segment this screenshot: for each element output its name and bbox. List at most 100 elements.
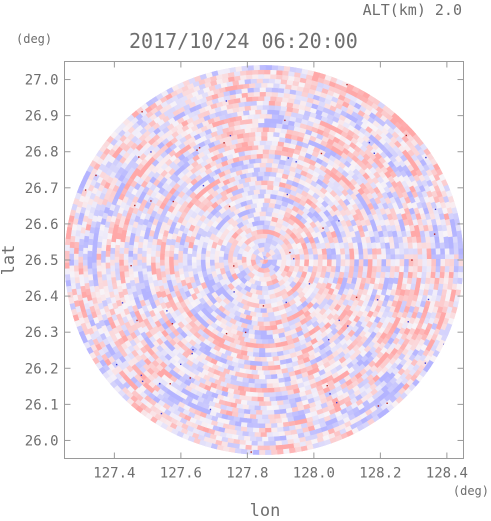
radar-cell bbox=[261, 100, 269, 106]
radar-cell bbox=[380, 265, 387, 273]
radar-speckle bbox=[434, 208, 437, 211]
radar-cell bbox=[254, 383, 262, 389]
radar-cell bbox=[363, 259, 369, 267]
radar-cell bbox=[266, 157, 274, 164]
radar-speckle bbox=[368, 141, 371, 144]
radar-cell bbox=[326, 259, 333, 267]
radar-speckle bbox=[179, 363, 182, 366]
radar-cell bbox=[109, 253, 115, 261]
y-tick-label: 26.2 bbox=[25, 361, 59, 377]
radar-cell bbox=[260, 131, 268, 137]
radar-cell bbox=[136, 247, 143, 256]
radar-cell bbox=[218, 256, 224, 264]
y-tick-label: 26.6 bbox=[25, 217, 59, 233]
radar-cell bbox=[413, 259, 419, 267]
radar-cell bbox=[260, 157, 268, 163]
radar-cell bbox=[358, 259, 365, 267]
radar-cell bbox=[294, 259, 301, 267]
radar-cell bbox=[257, 419, 265, 425]
radar-speckle bbox=[407, 321, 409, 323]
radar-cell bbox=[257, 294, 265, 301]
radar-cell bbox=[182, 259, 188, 267]
radar-cell bbox=[381, 253, 387, 261]
radar-cell bbox=[256, 387, 264, 394]
radar-cell bbox=[260, 184, 268, 190]
radar-cell bbox=[322, 259, 328, 267]
radar-cell bbox=[141, 256, 147, 264]
radar-cell bbox=[426, 259, 433, 267]
radar-cell bbox=[177, 250, 184, 258]
radar-cell bbox=[390, 259, 396, 267]
radar-cell bbox=[258, 303, 267, 309]
y-tick-label: 26.0 bbox=[25, 433, 59, 449]
radar-speckle bbox=[198, 147, 201, 149]
radar-cell bbox=[263, 144, 271, 150]
radar-speckle bbox=[373, 152, 375, 154]
radar-cell bbox=[262, 388, 270, 394]
radar-cell bbox=[186, 259, 193, 267]
radar-cell bbox=[372, 253, 378, 261]
radar-speckle bbox=[386, 402, 388, 404]
radar-cell bbox=[264, 86, 272, 93]
radar-cell bbox=[261, 228, 270, 235]
radar-speckle bbox=[189, 377, 191, 379]
radar-cell bbox=[264, 91, 272, 97]
radar-cell bbox=[349, 253, 355, 261]
radar-cell bbox=[114, 256, 120, 264]
radar-cell bbox=[331, 253, 337, 261]
radar-speckle bbox=[115, 363, 118, 366]
radar-cell bbox=[349, 259, 355, 267]
radar-speckle bbox=[141, 111, 143, 113]
radar-cell bbox=[263, 343, 271, 349]
radar-speckle bbox=[284, 119, 286, 122]
radar-cell bbox=[385, 264, 392, 273]
radar-cell bbox=[376, 265, 383, 273]
y-tick-label: 26.3 bbox=[25, 325, 59, 341]
radar-cell bbox=[264, 140, 273, 146]
radar-cell bbox=[150, 256, 156, 264]
radar-cell bbox=[261, 224, 270, 230]
radar-cell bbox=[232, 256, 238, 264]
radar-cell bbox=[261, 153, 269, 159]
radar-cell bbox=[154, 250, 161, 258]
radar-cell bbox=[259, 352, 267, 358]
radar-cell bbox=[204, 256, 210, 264]
radar-cell bbox=[154, 256, 161, 264]
radar-cell bbox=[331, 259, 337, 267]
radar-cell bbox=[340, 259, 346, 267]
radar-cell bbox=[265, 352, 273, 358]
radar-cell bbox=[313, 253, 319, 261]
radar-cell bbox=[163, 250, 170, 258]
radar-cell bbox=[260, 206, 268, 212]
radar-cell bbox=[399, 264, 405, 273]
radar-cell bbox=[322, 253, 328, 261]
radar-cell bbox=[399, 259, 405, 267]
radar-cell bbox=[258, 188, 266, 195]
radar-cell bbox=[376, 253, 383, 261]
radar-speckle bbox=[130, 265, 132, 267]
radar-cell bbox=[345, 259, 351, 267]
radar-cell bbox=[260, 405, 268, 411]
radar-cell bbox=[299, 259, 306, 267]
y-tick-label: 26.1 bbox=[25, 397, 59, 413]
radar-cell bbox=[267, 126, 276, 133]
radar-speckle bbox=[326, 384, 328, 387]
radar-cell bbox=[260, 233, 268, 239]
altitude-label: ALT(km) 2.0 bbox=[363, 1, 462, 19]
radar-speckle bbox=[250, 451, 252, 453]
radar-cell bbox=[254, 405, 262, 411]
radar-cell bbox=[260, 334, 268, 340]
radar-cell bbox=[358, 253, 365, 261]
radar-speckle bbox=[287, 157, 290, 159]
radar-cell bbox=[257, 144, 265, 150]
radar-cell bbox=[200, 253, 206, 261]
radar-cell bbox=[263, 370, 271, 376]
radar-cell bbox=[335, 253, 342, 261]
radar-cell bbox=[255, 175, 263, 181]
radar-speckle bbox=[322, 227, 324, 229]
radar-cell bbox=[258, 140, 266, 146]
radar-cell bbox=[261, 148, 269, 155]
radar-speckle bbox=[160, 412, 163, 415]
radar-speckle bbox=[347, 325, 349, 327]
